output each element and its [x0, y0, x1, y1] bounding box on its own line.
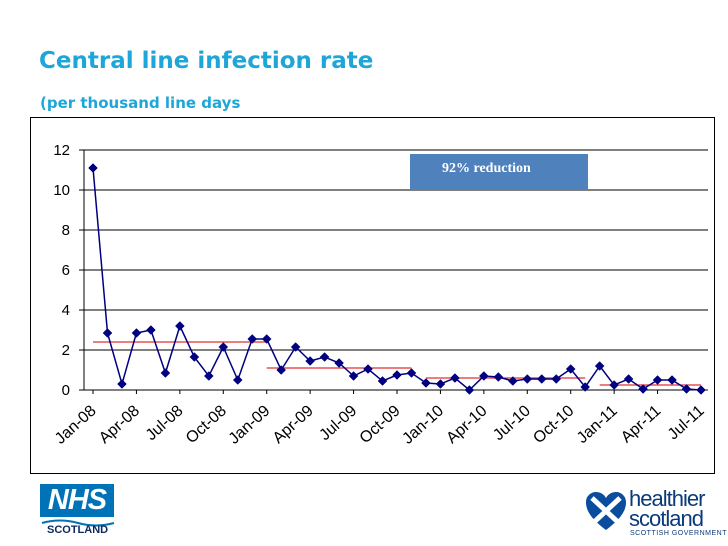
annotation-text: 92% reduction — [442, 161, 531, 176]
data-point — [594, 361, 605, 371]
gridlines — [84, 149, 708, 351]
x-tick-label: Jan-11 — [574, 402, 621, 447]
saltire-stripe-icon — [41, 519, 115, 527]
data-point — [392, 370, 402, 380]
nhs-scotland-logo: NHS SCOTLAND — [40, 484, 122, 542]
data-point — [276, 365, 287, 375]
heart-saltire-icon — [586, 492, 626, 530]
data-point — [247, 334, 258, 344]
data-point — [305, 356, 315, 366]
x-tick-label: Jul-09 — [316, 402, 360, 444]
x-tick-label: Oct-08 — [183, 402, 230, 447]
data-point — [638, 384, 648, 394]
x-tick-label: Oct-10 — [530, 402, 577, 447]
annotation-box — [410, 154, 588, 190]
y-tick-label: 4 — [62, 302, 70, 319]
data-point — [507, 376, 518, 386]
data-point — [421, 378, 431, 388]
data-point — [102, 328, 113, 338]
data-point — [479, 371, 489, 381]
x-tick-label: Apr-11 — [618, 402, 664, 446]
scottish-government-text: SCOTTISH GOVERNMENT — [630, 530, 728, 537]
data-point — [363, 364, 373, 374]
data-point — [175, 321, 185, 331]
data-point — [580, 382, 591, 392]
data-point — [623, 374, 634, 384]
data-point — [450, 373, 460, 383]
healthier-text: healthier — [629, 486, 705, 511]
data-point — [406, 368, 417, 378]
chart-title: Central line infection rate — [39, 48, 374, 74]
data-point — [218, 342, 229, 352]
data-point — [565, 364, 576, 374]
data-point — [667, 375, 677, 385]
data-point — [117, 379, 127, 389]
data-point — [88, 163, 98, 173]
data-point — [261, 334, 272, 344]
x-tick-label: Jan-08 — [52, 402, 100, 447]
data-point — [189, 352, 200, 362]
x-tick-label: Jan-10 — [399, 402, 447, 447]
axes — [79, 149, 708, 394]
x-tick-label: Apr-09 — [270, 402, 317, 447]
y-tick-label: 10 — [53, 182, 70, 199]
data-point — [146, 325, 156, 335]
data-point — [435, 379, 446, 389]
y-tick-label: 2 — [62, 342, 70, 359]
y-tick-label: 0 — [62, 382, 70, 399]
data-point — [609, 380, 619, 390]
data-point — [290, 342, 301, 352]
healthier-scotland-logo: healthier scotland SCOTTISH GOVERNMENT — [584, 486, 728, 544]
data-point — [232, 375, 243, 385]
data-point — [536, 374, 547, 384]
series-line-path — [92, 167, 702, 392]
data-point — [203, 371, 214, 381]
x-tick-label: Oct-09 — [357, 402, 404, 447]
x-tick-label: Jul-08 — [143, 402, 187, 444]
x-tick-label: Jul-11 — [665, 402, 708, 443]
nhs-logo-text: NHS — [40, 484, 114, 517]
data-point — [160, 368, 171, 378]
scotland-text: scotland — [629, 506, 704, 531]
data-point — [522, 374, 533, 384]
data-point — [681, 384, 692, 394]
x-tick-label: Jul-10 — [490, 402, 534, 444]
data-point — [652, 375, 663, 385]
data-point — [348, 371, 359, 381]
chart-subtitle: (per thousand line days — [40, 94, 241, 112]
chart-area — [30, 117, 715, 474]
x-tick-label: Apr-10 — [443, 402, 490, 447]
data-markers — [88, 163, 706, 395]
y-tick-label: 8 — [62, 222, 70, 239]
data-point — [334, 358, 344, 368]
y-tick-label: 12 — [53, 142, 70, 159]
data-point — [696, 385, 706, 395]
data-point — [493, 372, 504, 382]
data-point — [377, 376, 388, 386]
y-tick-label: 6 — [62, 262, 70, 279]
data-point — [551, 374, 562, 384]
nhs-logo-subtext: SCOTLAND — [47, 524, 109, 536]
data-point — [319, 352, 330, 362]
data-point — [464, 385, 475, 395]
x-tick-label: Jan-09 — [226, 402, 274, 447]
data-point — [131, 328, 142, 338]
series-line — [92, 167, 702, 392]
x-tick-label: Apr-08 — [96, 402, 143, 447]
